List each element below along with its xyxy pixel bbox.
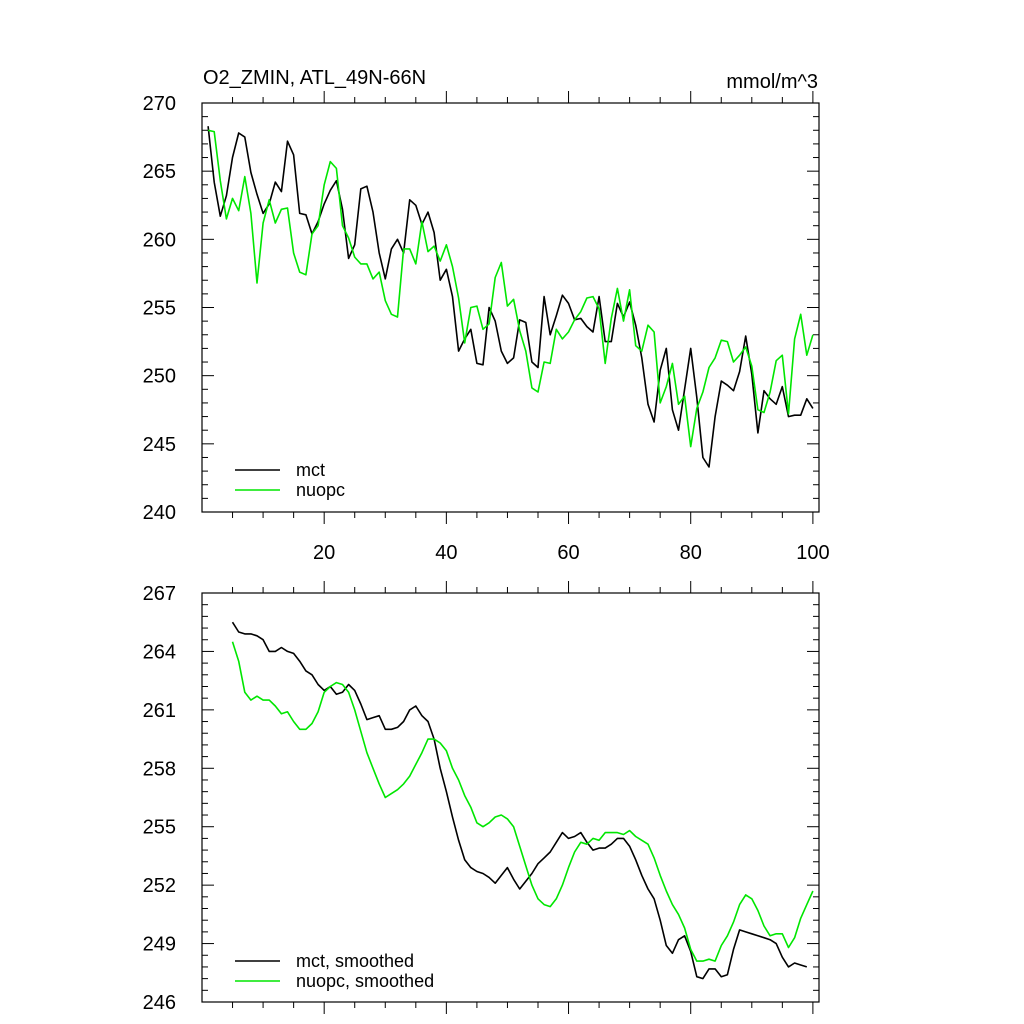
bottom-panel-ticks: 246 249 252 255 258 261 264 267 [143,581,819,1014]
y-tick-label: 240 [143,502,176,524]
series-line-nuopc [207,129,814,448]
top-panel-title: O2_ZMIN, ATL_49N-66N [203,67,426,89]
y-tick-label: 265 [143,161,176,183]
bottom-panel-series [231,621,814,980]
x-tick-label: 80 [680,542,702,564]
y-tick-label: 255 [143,298,176,320]
y-tick-label: 252 [143,875,176,897]
series-line-mct-smoothed [231,621,808,980]
bottom-panel-legend: mct, smoothed nuopc, smoothed [235,951,434,991]
top-panel-units: mmol/m^3 [726,71,818,93]
x-tick-label: 100 [796,542,829,564]
y-tick-label: 250 [143,366,176,388]
legend-label-mct-smoothed: mct, smoothed [296,951,414,971]
top-panel-legend: mct nuopc [235,460,345,500]
y-tick-label: 245 [143,434,176,456]
y-tick-label: 255 [143,817,176,839]
bottom-panel-frame [201,592,820,1003]
y-tick-label: 264 [143,641,176,663]
x-tick-label: 60 [557,542,579,564]
top-panel-ticks: 240 245 250 255 260 265 270 20 40 60 80 100 [143,91,830,564]
top-panel-frame [201,102,820,513]
y-tick-label: 246 [143,992,176,1014]
y-tick-label: 249 [143,934,176,956]
y-tick-label: 267 [143,583,176,605]
bottom-panel: 246 249 252 255 258 261 264 267 mct, smoothed n… [143,581,820,1014]
x-tick-label: 20 [313,542,335,564]
legend-label-nuopc-smoothed: nuopc, smoothed [296,971,434,991]
top-panel: O2_ZMIN, ATL_49N-66N mmol/m^3 2402452502… [143,67,830,564]
y-tick-label: 270 [143,93,176,115]
legend-label-mct: mct [296,460,325,480]
series-line-nuopc-smoothed [231,641,814,962]
y-tick-label: 261 [143,700,176,722]
top-panel-series [207,126,814,468]
y-tick-label: 258 [143,758,176,780]
x-tick-label: 40 [435,542,457,564]
series-line-mct [207,126,814,468]
y-tick-label: 260 [143,229,176,251]
legend-label-nuopc: nuopc [296,480,345,500]
